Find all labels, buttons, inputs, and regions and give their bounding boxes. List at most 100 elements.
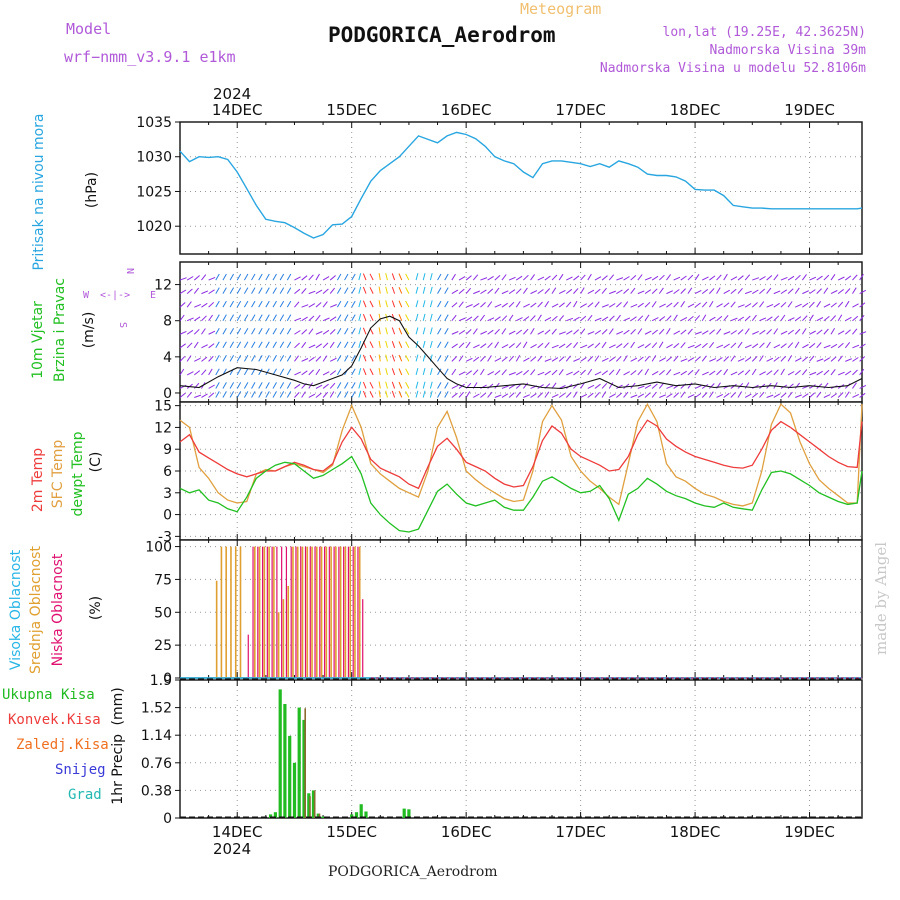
wind-barb	[258, 368, 263, 376]
wind-barb	[236, 391, 242, 398]
wind-barb	[730, 383, 737, 389]
wind-barb	[179, 368, 185, 376]
wind-barb	[222, 391, 227, 398]
wind-barb	[415, 367, 419, 376]
wind-barb	[651, 355, 657, 362]
wind-barb	[301, 370, 308, 376]
pressure-ytick-label-0: 1020	[136, 219, 172, 235]
wind-barb	[508, 343, 515, 349]
wind-barb	[308, 315, 315, 322]
wind-barb	[694, 331, 702, 335]
wind-barb	[780, 276, 788, 281]
wind-barb	[766, 316, 773, 322]
wind-barb	[551, 328, 557, 335]
wind-barb	[315, 314, 321, 322]
clouds-ytick-label-3: 75	[154, 572, 172, 588]
wind-barb	[186, 371, 194, 376]
temp-sfc-axis-title: SFC Temp	[50, 440, 66, 509]
precip-total-bar	[316, 813, 320, 818]
wind-barb	[702, 371, 709, 376]
wind-barb	[859, 331, 867, 335]
wind-barb	[752, 289, 759, 295]
precip-total-bar	[288, 735, 292, 818]
wind-barb	[759, 301, 765, 308]
wind-barb	[522, 341, 528, 349]
wind-barb	[201, 315, 207, 322]
wind-barb	[215, 287, 220, 294]
wind-barb	[795, 303, 802, 308]
compass-east: E	[150, 290, 156, 301]
wind-barb	[608, 369, 615, 376]
wind-barb	[222, 273, 227, 281]
wind-barb	[508, 314, 514, 321]
wind-barb	[659, 357, 666, 362]
wind-barb	[845, 316, 852, 322]
wind-barb	[398, 287, 403, 294]
precip-ytick-label-5: 1.9	[150, 673, 172, 689]
wind-barb	[616, 277, 624, 281]
wind-barb	[279, 341, 285, 349]
wind-barb	[358, 313, 362, 321]
wind-barb	[193, 370, 201, 376]
wind-barb	[322, 301, 328, 308]
wind-barb	[780, 343, 787, 349]
wind-barb	[580, 344, 588, 349]
wind-barb	[522, 287, 528, 294]
wind-barb	[859, 314, 865, 322]
wind-barb	[644, 289, 652, 295]
wind-barb	[494, 382, 500, 389]
wind-barb	[673, 289, 680, 295]
wind-barb	[437, 382, 442, 389]
wind-barb	[594, 391, 600, 398]
wind-barb	[852, 357, 859, 362]
wind-barb	[558, 289, 566, 295]
wind-barb	[816, 301, 822, 308]
legend-convective-rain: Konvek.Kisa	[8, 712, 101, 728]
wind-barb	[701, 355, 707, 362]
wind-barb	[251, 341, 256, 349]
wind-barb	[616, 392, 623, 398]
legend-total-rain: Ukupna Kisa	[2, 687, 95, 703]
clouds-ytick-label-4: 100	[145, 540, 172, 556]
wind-barb	[208, 276, 216, 281]
wind-barb	[530, 393, 537, 398]
wind-barb	[730, 371, 738, 376]
wind-axis-title-1: 10m Vjetar	[30, 301, 46, 379]
wind-barb	[508, 276, 516, 281]
wind-barb	[243, 391, 249, 398]
wind-barb	[744, 315, 751, 322]
precip-total-bar	[354, 812, 359, 818]
wind-barb	[702, 276, 709, 281]
wind-barb	[458, 355, 464, 362]
wind-barb	[794, 287, 800, 294]
wind-barb	[265, 382, 270, 389]
wind-barb	[258, 355, 263, 362]
wind-barb	[623, 276, 630, 281]
wind-barb	[385, 340, 388, 348]
wind-barb	[515, 275, 523, 281]
wind-barb	[344, 391, 349, 398]
wind-barb	[301, 329, 308, 335]
wind-barb	[744, 290, 752, 295]
wind-barb	[630, 316, 637, 322]
wind-barb	[601, 370, 608, 376]
wind-barb	[405, 314, 410, 321]
wind-barb	[243, 368, 249, 376]
wind-barb	[773, 356, 780, 362]
wind-barb	[229, 341, 235, 349]
wind-barb	[701, 289, 709, 295]
wind-barb	[766, 275, 773, 281]
wind-barb	[787, 355, 793, 362]
wind-barb	[322, 355, 328, 362]
wind-barb	[501, 393, 509, 398]
wind-barb	[215, 355, 220, 362]
wind-barb	[658, 328, 665, 335]
wind-barb	[601, 382, 608, 389]
wind-barb	[630, 394, 638, 398]
wind-barb	[780, 289, 788, 295]
wind-barb	[537, 314, 542, 321]
wind-barb	[429, 327, 433, 335]
wind-barb	[558, 273, 564, 281]
wind-barb	[501, 356, 508, 362]
wind-barb	[487, 371, 495, 376]
